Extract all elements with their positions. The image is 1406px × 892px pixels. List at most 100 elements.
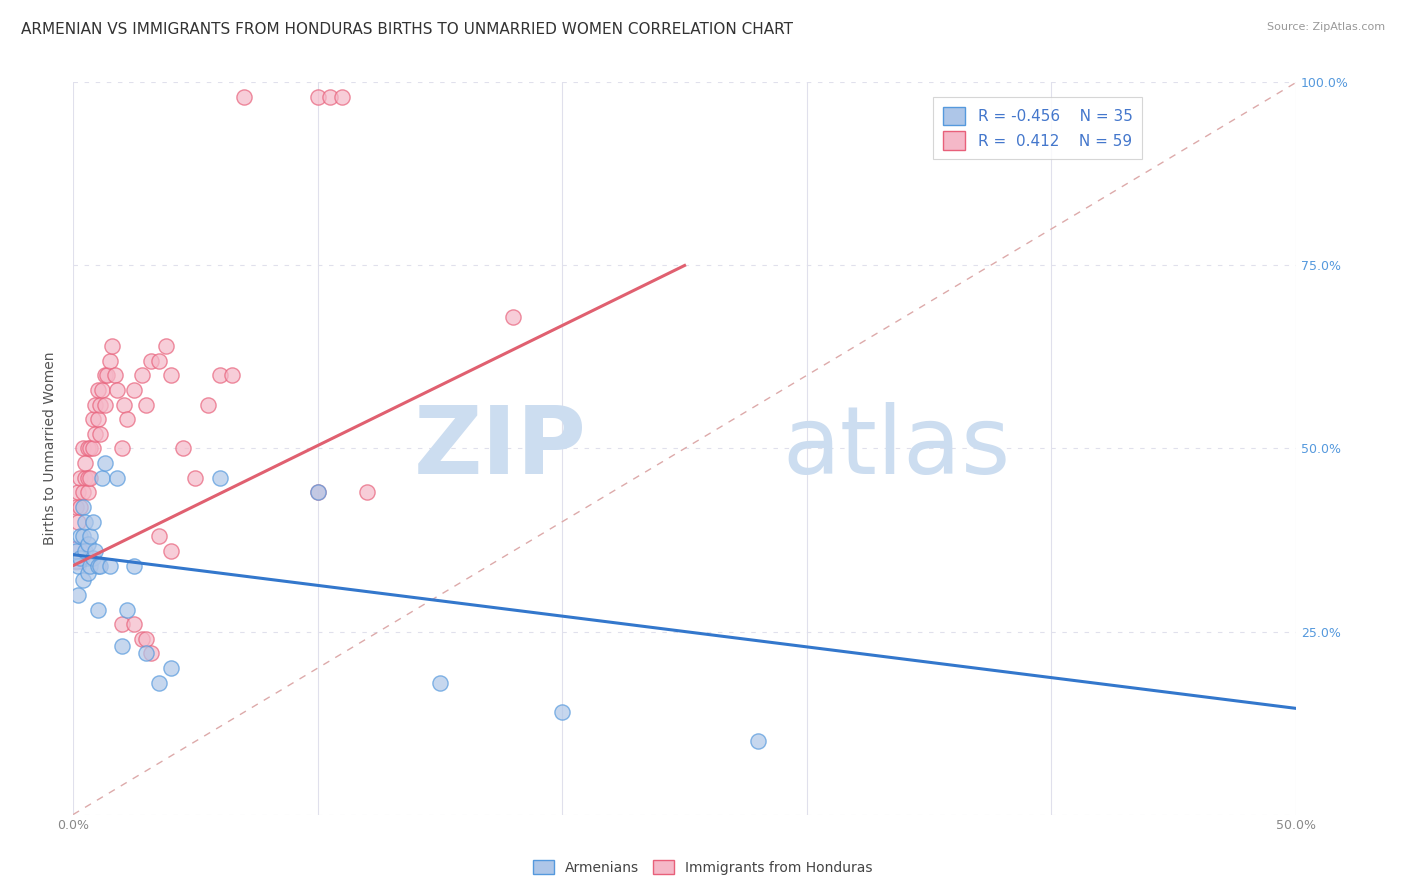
Point xyxy=(76,471,98,485)
Point xyxy=(319,90,342,104)
Point xyxy=(76,536,98,550)
Point xyxy=(79,471,101,485)
Point xyxy=(76,566,98,580)
Point xyxy=(72,529,94,543)
Point xyxy=(135,398,157,412)
Point xyxy=(96,368,118,383)
Point xyxy=(184,471,207,485)
Point xyxy=(122,383,145,397)
Y-axis label: Births to Unmarried Women: Births to Unmarried Women xyxy=(44,351,58,545)
Point xyxy=(76,442,98,456)
Point xyxy=(307,485,329,500)
Point xyxy=(141,353,163,368)
Text: atlas: atlas xyxy=(782,402,1011,494)
Point xyxy=(72,574,94,588)
Point xyxy=(98,558,121,573)
Point xyxy=(86,412,108,426)
Point xyxy=(84,398,107,412)
Point xyxy=(131,632,153,646)
Point xyxy=(115,602,138,616)
Point xyxy=(197,398,219,412)
Text: ARMENIAN VS IMMIGRANTS FROM HONDURAS BIRTHS TO UNMARRIED WOMEN CORRELATION CHART: ARMENIAN VS IMMIGRANTS FROM HONDURAS BIR… xyxy=(21,22,793,37)
Point xyxy=(69,500,91,514)
Point xyxy=(160,368,183,383)
Point xyxy=(131,368,153,383)
Point xyxy=(160,544,183,558)
Point xyxy=(66,485,89,500)
Point xyxy=(69,551,91,566)
Legend: Armenians, Immigrants from Honduras: Armenians, Immigrants from Honduras xyxy=(527,855,879,880)
Point xyxy=(115,412,138,426)
Point xyxy=(122,558,145,573)
Point xyxy=(84,426,107,441)
Point xyxy=(135,647,157,661)
Point xyxy=(72,500,94,514)
Text: Source: ZipAtlas.com: Source: ZipAtlas.com xyxy=(1267,22,1385,32)
Point xyxy=(101,339,124,353)
Point xyxy=(429,675,451,690)
Point xyxy=(94,398,117,412)
Point xyxy=(84,544,107,558)
Text: ZIP: ZIP xyxy=(413,402,586,494)
Point xyxy=(135,632,157,646)
Point xyxy=(82,515,104,529)
Point xyxy=(65,544,87,558)
Point xyxy=(111,617,134,632)
Point xyxy=(91,383,114,397)
Point xyxy=(89,558,111,573)
Point xyxy=(66,515,89,529)
Point xyxy=(155,339,177,353)
Point xyxy=(69,529,91,543)
Point xyxy=(79,529,101,543)
Point xyxy=(79,558,101,573)
Point xyxy=(89,426,111,441)
Point xyxy=(82,412,104,426)
Point xyxy=(82,551,104,566)
Point xyxy=(111,442,134,456)
Point xyxy=(208,471,231,485)
Point xyxy=(94,368,117,383)
Point xyxy=(122,617,145,632)
Point xyxy=(551,705,574,719)
Point xyxy=(76,485,98,500)
Point xyxy=(75,515,97,529)
Point xyxy=(72,485,94,500)
Point xyxy=(86,383,108,397)
Point xyxy=(148,675,170,690)
Point xyxy=(105,471,128,485)
Point xyxy=(75,471,97,485)
Legend: R = -0.456    N = 35, R =  0.412    N = 59: R = -0.456 N = 35, R = 0.412 N = 59 xyxy=(934,97,1142,159)
Point xyxy=(148,529,170,543)
Point xyxy=(356,485,378,500)
Point xyxy=(104,368,127,383)
Point xyxy=(114,398,136,412)
Point xyxy=(221,368,243,383)
Point xyxy=(82,442,104,456)
Point xyxy=(502,310,524,324)
Point xyxy=(94,456,117,470)
Point xyxy=(307,485,329,500)
Point xyxy=(79,442,101,456)
Point xyxy=(75,456,97,470)
Point xyxy=(105,383,128,397)
Point xyxy=(65,500,87,514)
Point xyxy=(91,471,114,485)
Point xyxy=(86,602,108,616)
Point xyxy=(89,398,111,412)
Point xyxy=(330,90,353,104)
Point xyxy=(75,544,97,558)
Point xyxy=(65,548,87,562)
Point xyxy=(160,661,183,675)
Point xyxy=(172,442,194,456)
Point xyxy=(66,588,89,602)
Point xyxy=(208,368,231,383)
Point xyxy=(307,90,329,104)
Point xyxy=(72,442,94,456)
Point xyxy=(111,639,134,653)
Point xyxy=(69,471,91,485)
Point xyxy=(86,558,108,573)
Point xyxy=(148,353,170,368)
Point xyxy=(233,90,256,104)
Point xyxy=(747,734,769,748)
Point xyxy=(66,558,89,573)
